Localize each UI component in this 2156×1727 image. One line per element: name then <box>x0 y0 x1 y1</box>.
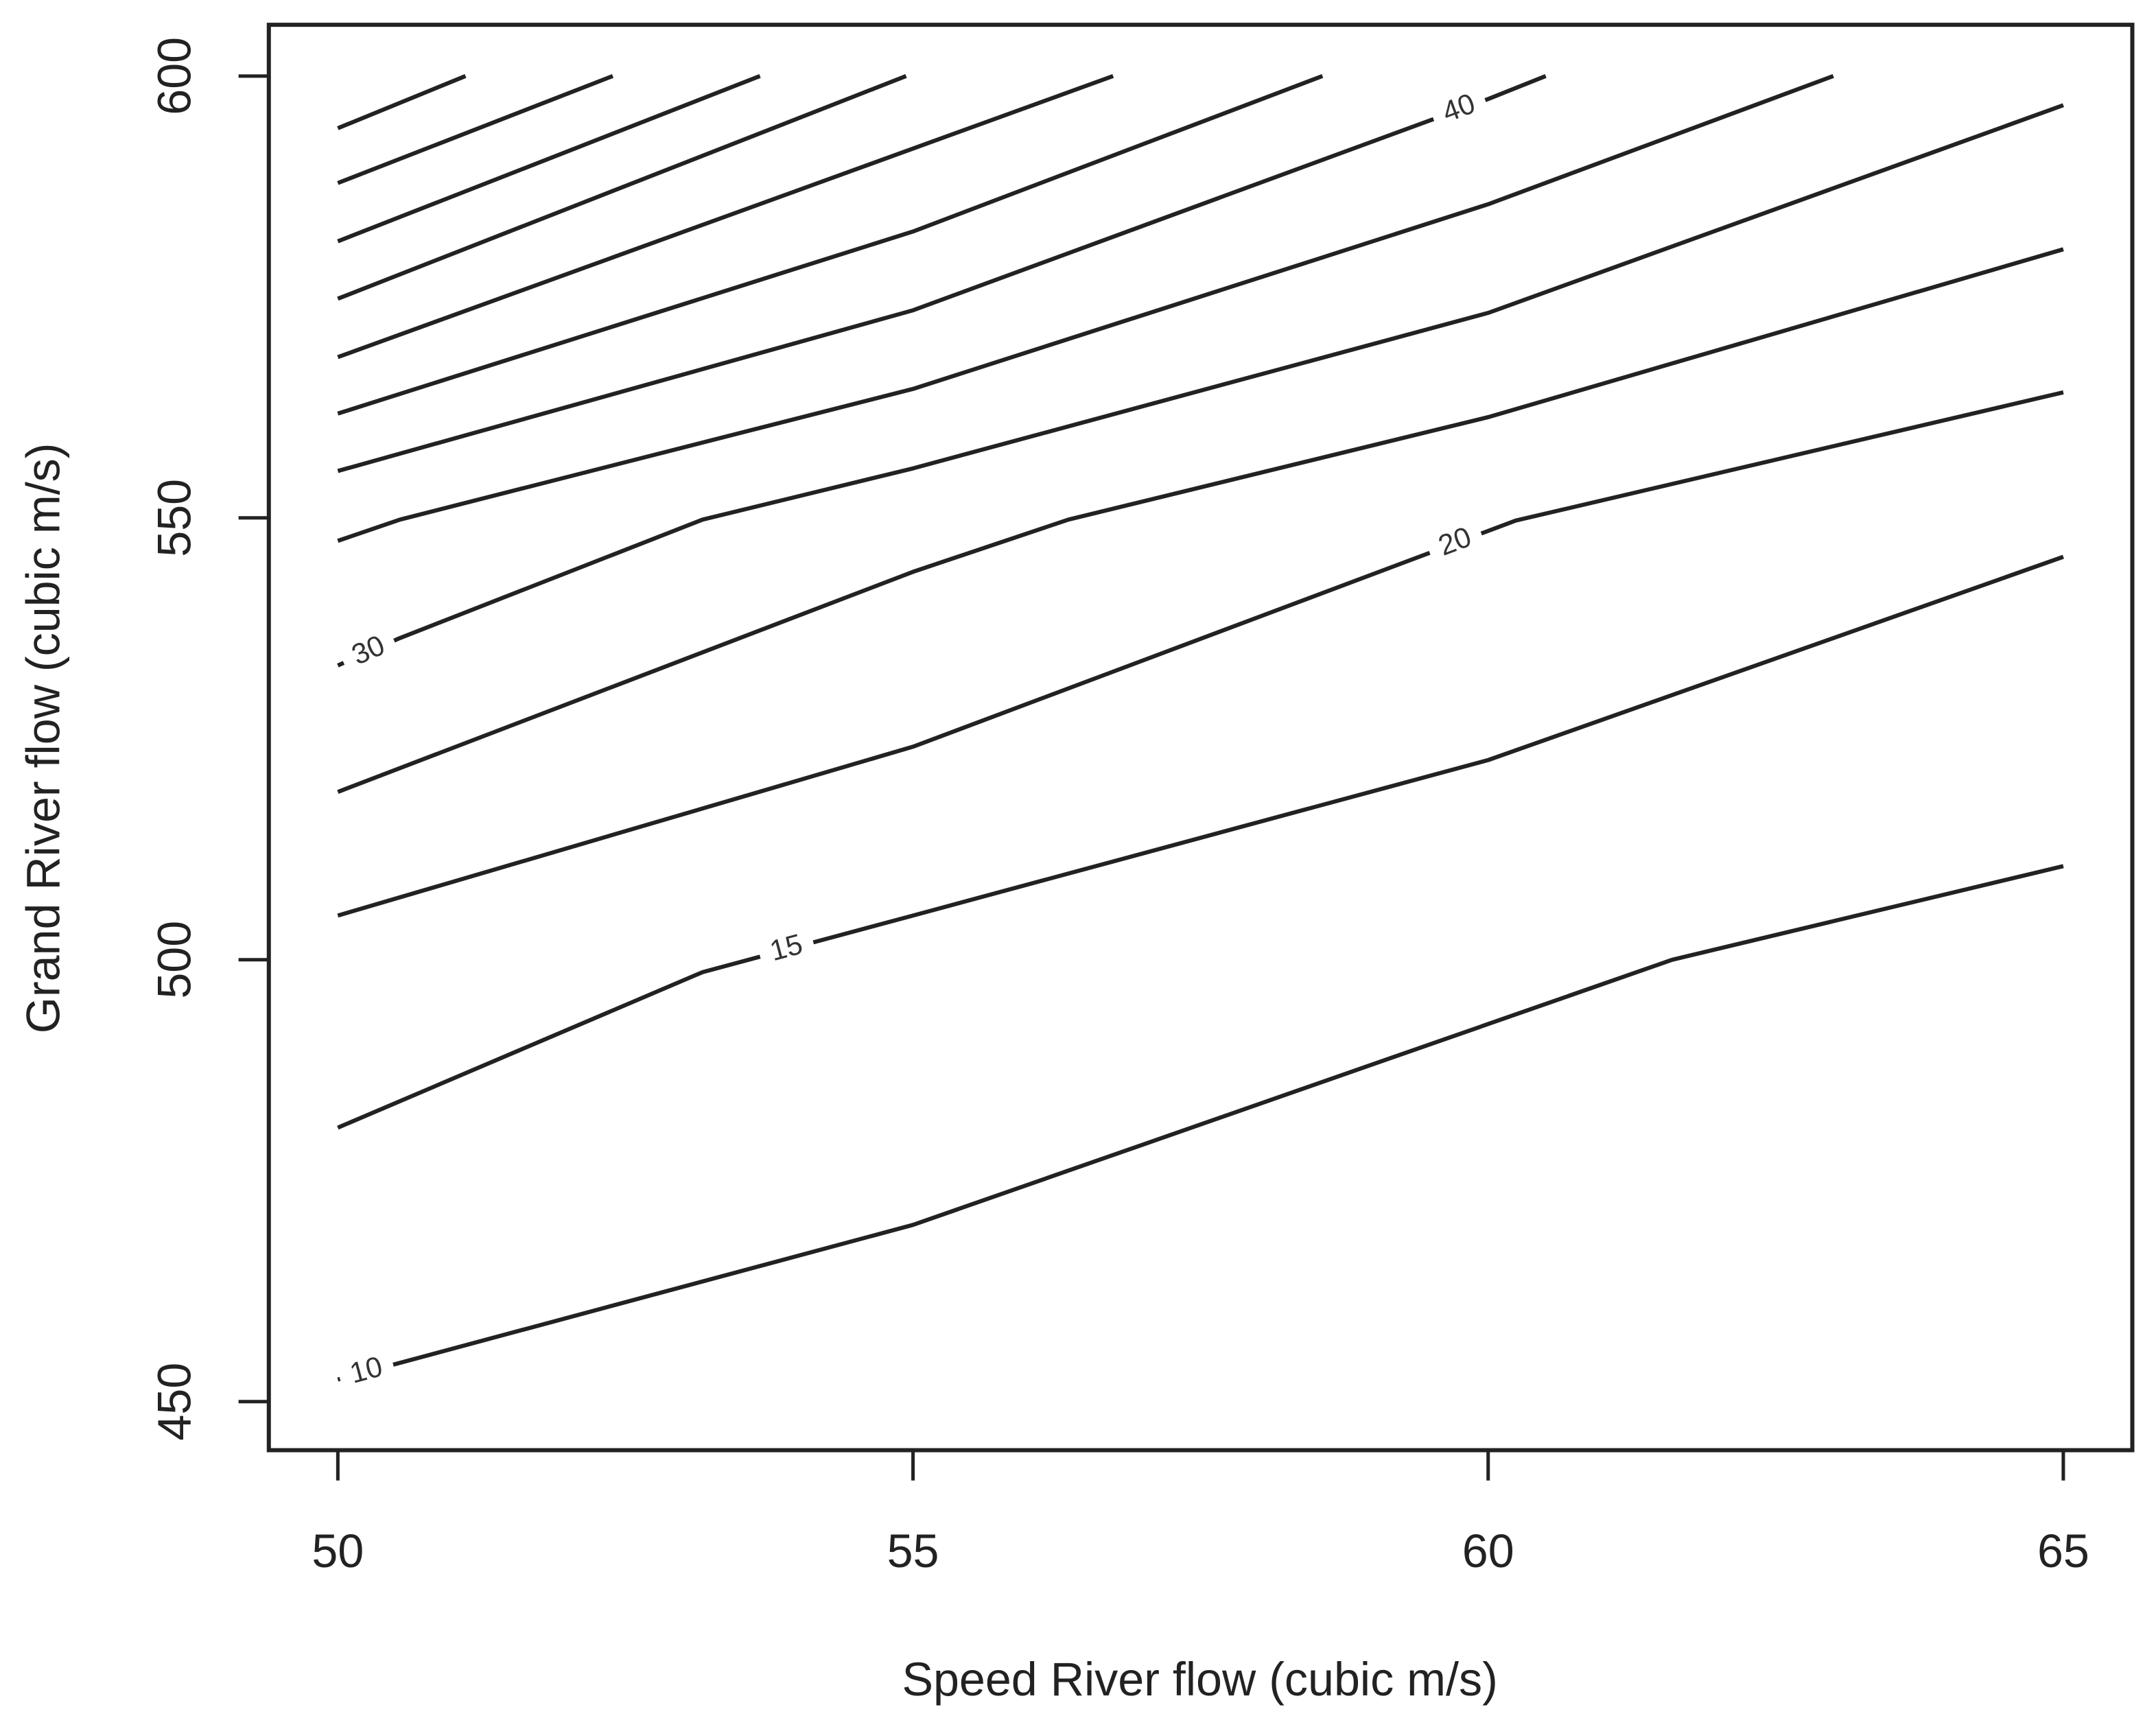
contour-line <box>337 74 467 130</box>
contour-label-bg <box>336 624 401 680</box>
x-tick-label: 65 <box>2037 1525 2089 1577</box>
y-tick-label: 550 <box>148 479 200 557</box>
contour-label-bg <box>1423 517 1488 570</box>
x-tick-label: 60 <box>1462 1525 1514 1577</box>
x-axis-label: Speed River flow (cubic m/s) <box>902 1654 1497 1706</box>
y-tick-label: 500 <box>148 921 200 999</box>
contour-line <box>337 73 1834 543</box>
contour-line <box>337 73 614 185</box>
contour-label-bg <box>335 1347 398 1396</box>
contour-line <box>337 73 1114 360</box>
contour-label: 15 <box>766 928 806 967</box>
x-tick-label: 50 <box>312 1525 364 1577</box>
contour-label: 10 <box>347 1350 386 1389</box>
contour-line <box>337 247 2064 794</box>
contour-line <box>337 103 2064 668</box>
contour-label-bg <box>755 925 819 974</box>
contour-line <box>337 74 1547 473</box>
x-tick-label: 55 <box>887 1525 939 1577</box>
contour-line <box>337 864 2064 1382</box>
contour-line <box>337 73 907 301</box>
plot-frame <box>266 23 2135 1453</box>
contour-label-bg <box>1427 83 1492 137</box>
contour-line <box>337 554 2064 1130</box>
contour-line <box>337 73 1324 416</box>
y-tick-label: 450 <box>148 1363 200 1441</box>
contour-line <box>337 390 2064 918</box>
y-tick-label: 600 <box>148 37 200 115</box>
y-axis-label: Grand River flow (cubic m/s) <box>18 443 70 1033</box>
contour-line <box>337 73 761 244</box>
